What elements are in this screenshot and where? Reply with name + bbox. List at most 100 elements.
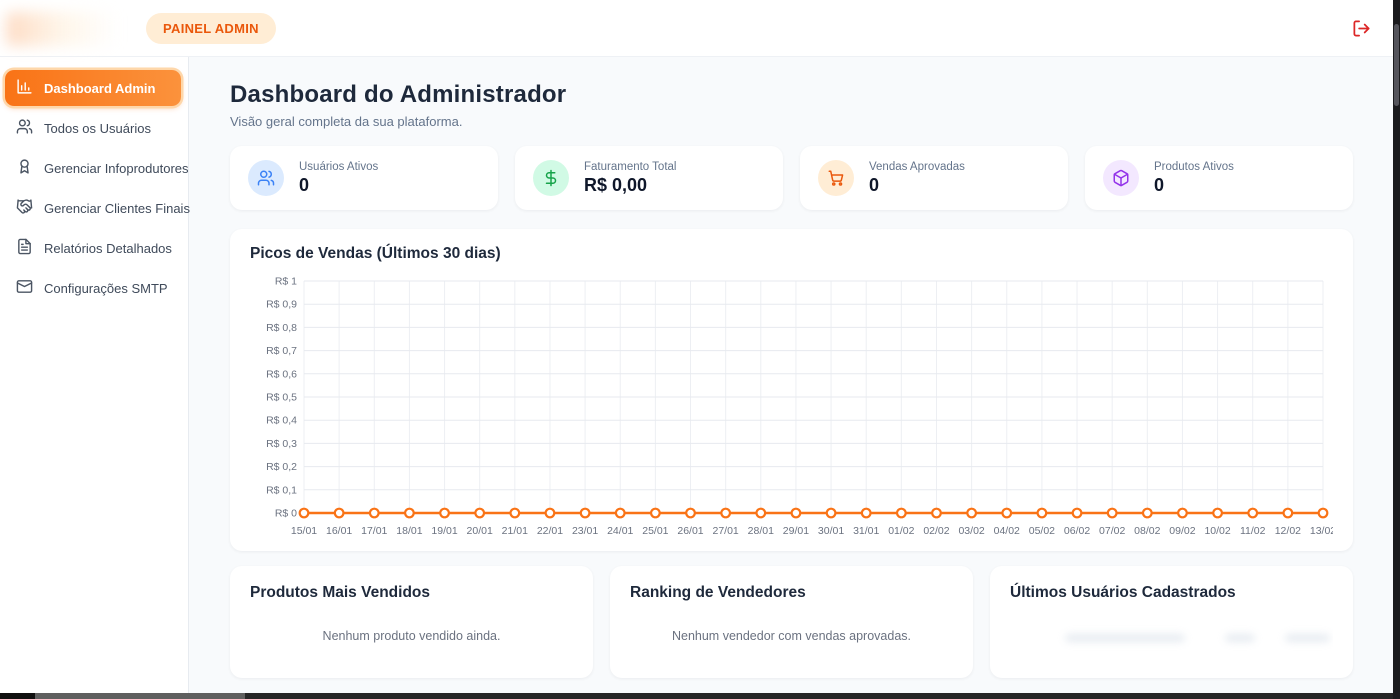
stat-card-vendas-aprovadas: Vendas Aprovadas 0	[800, 146, 1068, 210]
svg-text:R$ 0,9: R$ 0,9	[266, 299, 297, 311]
svg-text:R$ 0,4: R$ 0,4	[266, 415, 297, 427]
svg-text:07/02: 07/02	[1099, 525, 1125, 537]
svg-text:17/01: 17/01	[361, 525, 387, 537]
dollar-icon	[533, 160, 569, 196]
svg-text:22/01: 22/01	[537, 525, 563, 537]
scrollbar-thumb[interactable]	[1394, 24, 1399, 106]
sidebar-item-gerenciar-infoprodutores[interactable]: Gerenciar Infoprodutores	[5, 150, 189, 186]
sales-chart-card: Picos de Vendas (Últimos 30 dias) R$ 1 R$…	[230, 229, 1353, 551]
svg-text:20/01: 20/01	[467, 525, 493, 537]
users-icon	[248, 160, 284, 196]
logout-button[interactable]	[1351, 19, 1371, 39]
sidebar-item-label: Dashboard Admin	[44, 80, 156, 96]
stat-card-faturamento-total: Faturamento Total R$ 0,00	[515, 146, 783, 210]
card-ranking-de-vendedores: Ranking de Vendedores Nenhum vendedor co…	[610, 566, 973, 678]
svg-text:06/02: 06/02	[1064, 525, 1090, 537]
sidebar-item-label: Gerenciar Infoprodutores	[44, 160, 189, 176]
main-content: Dashboard do Administrador Visão geral c…	[189, 57, 1393, 699]
card-title: Produtos Mais Vendidos	[250, 584, 430, 601]
sales-line-chart: R$ 1 R$ 0,9 R$ 0,8 R$ 0,7 R$ 0,6 R$ 0,5 R$ 0,4…	[250, 271, 1333, 543]
chart-title: Picos de Vendas (Últimos 30 dias)	[250, 245, 501, 262]
users-icon	[16, 118, 33, 138]
svg-text:27/01: 27/01	[713, 525, 739, 537]
svg-text:R$ 0: R$ 0	[275, 508, 297, 520]
svg-text:09/02: 09/02	[1169, 525, 1195, 537]
svg-text:19/01: 19/01	[431, 525, 457, 537]
stat-value: 0	[299, 174, 310, 195]
handshake-icon	[16, 198, 33, 218]
sidebar-item-label: Configurações SMTP	[44, 280, 168, 296]
bottom-row: Produtos Mais Vendidos Nenhum produto ve…	[230, 566, 1353, 678]
card-title: Ranking de Vendedores	[630, 584, 806, 601]
mail-icon	[16, 278, 33, 298]
empty-state-text: Nenhum produto vendido ainda.	[322, 629, 501, 643]
svg-text:26/01: 26/01	[677, 525, 703, 537]
svg-text:03/02: 03/02	[958, 525, 984, 537]
package-icon	[1103, 160, 1139, 196]
card-produtos-mais-vendidos: Produtos Mais Vendidos Nenhum produto ve…	[230, 566, 593, 678]
sidebar-item-dashboard-admin[interactable]: Dashboard Admin	[5, 70, 181, 106]
stat-value: 0	[869, 174, 880, 195]
svg-text:31/01: 31/01	[853, 525, 879, 537]
svg-text:24/01: 24/01	[607, 525, 633, 537]
admin-badge: PAINEL ADMIN	[146, 12, 276, 44]
stat-value: 0	[1154, 174, 1165, 195]
vertical-scrollbar[interactable]	[1393, 0, 1400, 699]
sidebar-item-gerenciar-clientes-finais[interactable]: Gerenciar Clientes Finais	[5, 190, 190, 226]
sidebar-item-label: Todos os Usuários	[44, 120, 151, 136]
page-subtitle: Visão geral completa da sua plataforma.	[230, 114, 463, 129]
svg-text:05/02: 05/02	[1029, 525, 1055, 537]
sidebar-item-label: Relatórios Detalhados	[44, 240, 172, 256]
svg-text:29/01: 29/01	[783, 525, 809, 537]
sidebar-item-label: Gerenciar Clientes Finais	[44, 200, 190, 216]
sidebar: Dashboard Admin Todos os Usuários Gerenc…	[0, 57, 190, 699]
app-logo	[6, 12, 118, 46]
card-title: Últimos Usuários Cadastrados	[1010, 584, 1236, 601]
stat-card-produtos-ativos: Produtos Ativos 0	[1085, 146, 1353, 210]
file-text-icon	[16, 238, 33, 258]
svg-text:21/01: 21/01	[502, 525, 528, 537]
stats-row: Usuários Ativos 0 Faturamento Total R$ 0…	[230, 146, 1353, 210]
svg-text:30/01: 30/01	[818, 525, 844, 537]
bottom-edge-strip	[0, 693, 1400, 699]
chart-canvas: R$ 1 R$ 0,9 R$ 0,8 R$ 0,7 R$ 0,6 R$ 0,5 R$ 0,4…	[266, 276, 1333, 538]
svg-text:18/01: 18/01	[396, 525, 422, 537]
svg-text:08/02: 08/02	[1134, 525, 1160, 537]
logout-icon	[1352, 20, 1371, 41]
page-title: Dashboard do Administrador	[230, 81, 567, 108]
svg-text:11/02: 11/02	[1240, 525, 1266, 537]
svg-text:R$ 1: R$ 1	[275, 276, 297, 288]
stat-label: Usuários Ativos	[299, 160, 379, 173]
svg-text:R$ 0,6: R$ 0,6	[266, 368, 297, 380]
svg-text:R$ 0,3: R$ 0,3	[266, 438, 297, 450]
stat-label: Vendas Aprovadas	[869, 160, 965, 173]
sidebar-item-todos-os-usuarios[interactable]: Todos os Usuários	[5, 110, 181, 146]
bar-chart-icon	[16, 78, 33, 98]
svg-text:R$ 0,8: R$ 0,8	[266, 322, 297, 334]
stat-card-usuarios-ativos: Usuários Ativos 0	[230, 146, 498, 210]
sidebar-item-relatorios-detalhados[interactable]: Relatórios Detalhados	[5, 230, 181, 266]
svg-text:16/01: 16/01	[326, 525, 352, 537]
card-ultimos-usuarios-cadastrados: Últimos Usuários Cadastrados	[990, 566, 1353, 678]
svg-text:01/02: 01/02	[888, 525, 914, 537]
sidebar-item-configuracoes-smtp[interactable]: Configurações SMTP	[5, 270, 181, 306]
award-icon	[16, 158, 33, 178]
svg-text:02/02: 02/02	[923, 525, 949, 537]
svg-text:23/01: 23/01	[572, 525, 598, 537]
svg-text:04/02: 04/02	[994, 525, 1020, 537]
stat-label: Faturamento Total	[584, 160, 677, 173]
svg-text:12/02: 12/02	[1275, 525, 1301, 537]
svg-text:10/02: 10/02	[1204, 525, 1230, 537]
svg-text:R$ 0,7: R$ 0,7	[266, 345, 297, 357]
topbar: PAINEL ADMIN	[0, 0, 1393, 57]
stat-value: R$ 0,00	[584, 174, 648, 195]
svg-text:R$ 0,1: R$ 0,1	[266, 484, 297, 496]
empty-state-text: Nenhum vendedor com vendas aprovadas.	[671, 629, 912, 643]
redacted-content	[1010, 624, 1333, 652]
stat-label: Produtos Ativos	[1154, 160, 1234, 173]
svg-text:25/01: 25/01	[642, 525, 668, 537]
svg-text:28/01: 28/01	[748, 525, 774, 537]
svg-text:13/02: 13/02	[1310, 525, 1333, 537]
svg-text:15/01: 15/01	[291, 525, 317, 537]
svg-text:R$ 0,5: R$ 0,5	[266, 392, 297, 404]
